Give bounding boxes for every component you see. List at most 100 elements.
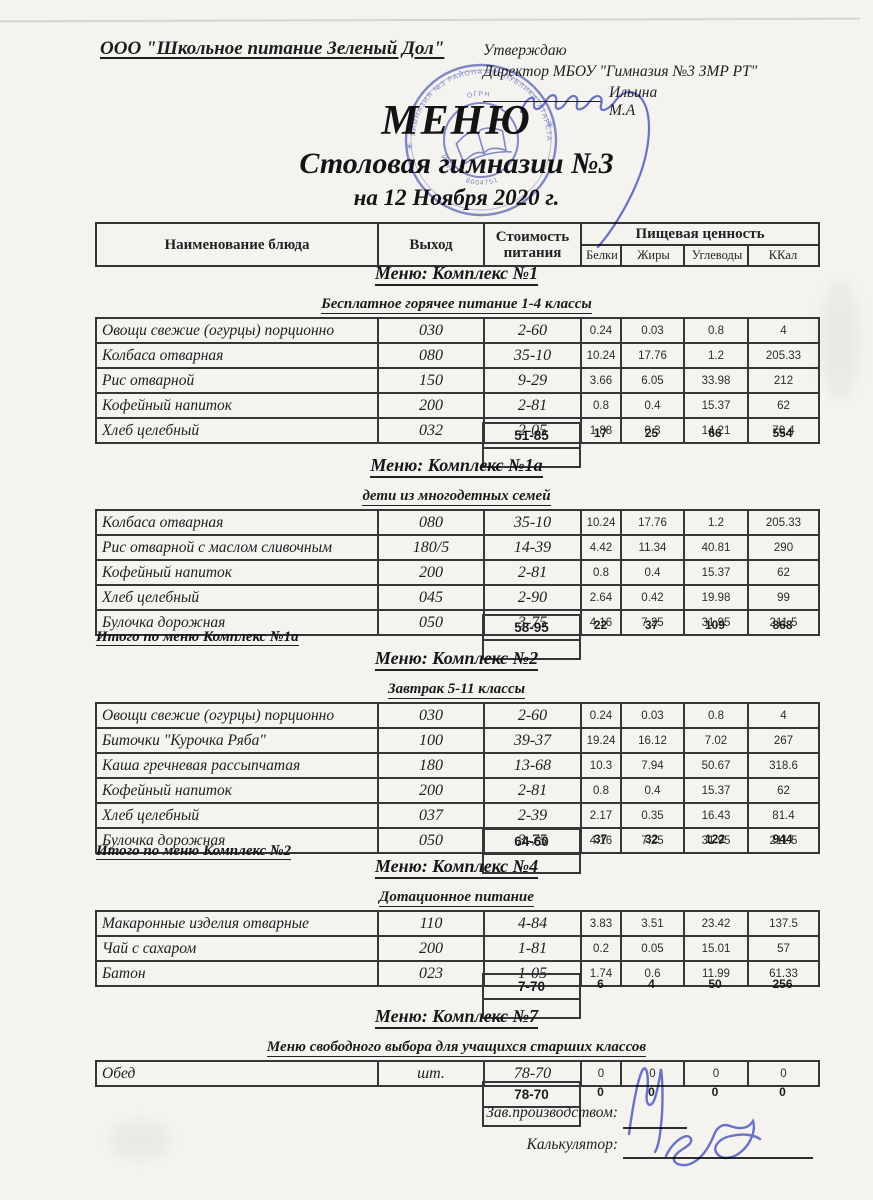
col-cost-header: Стоимость питания	[483, 222, 582, 267]
totals-row: Итого по меню Комплекс №2 64-60 37 32 122 944	[95, 828, 818, 860]
menu-table: Обед шт. 78-70 0 0 0 0	[95, 1060, 820, 1087]
totals-row: 78-70 0 0 0 0	[95, 1081, 818, 1108]
total-cost-empty-cell	[482, 447, 581, 468]
company-name: ООО "Школьное питание Зеленый Дол"	[100, 38, 445, 59]
dish-cost: 2-81	[483, 777, 582, 804]
value-protein: 0.8	[580, 392, 622, 419]
section-title: Меню: Комплекс №1	[95, 263, 818, 286]
total-kcal: 868	[772, 618, 793, 632]
value-protein: 1.74	[580, 960, 622, 987]
dish-cost: 9-29	[483, 367, 582, 394]
value-protein: 4.16	[580, 609, 622, 636]
protein-header: Белки	[580, 244, 622, 267]
menu-row: Чай с сахаром 200 1-81 0.2 0.05 15.01 57	[95, 935, 820, 962]
dish-output: 080	[377, 342, 485, 369]
section-title-text: Меню: Комплекс №1а	[370, 455, 543, 478]
value-carbs: 40.81	[683, 534, 749, 561]
value-kcal: 205.33	[747, 342, 820, 369]
value-fat: 0.03	[620, 702, 685, 729]
dish-cost: 4-84	[483, 910, 582, 937]
value-kcal: 4	[747, 702, 820, 729]
menu-row: Обед шт. 78-70 0 0 0 0	[95, 1060, 820, 1087]
dish-output: 030	[377, 702, 485, 729]
value-protein: 3.66	[580, 367, 622, 394]
value-kcal: 290	[747, 534, 820, 561]
section-subtitle: Бесплатное горячее питание 1-4 классы	[95, 296, 818, 314]
value-fat: 0.4	[620, 777, 685, 804]
value-kcal: 211.5	[747, 609, 820, 636]
total-protein: 37	[593, 832, 608, 846]
value-protein: 2.17	[580, 802, 622, 829]
value-kcal: 62	[747, 777, 820, 804]
footer-calculator-label: Калькулятор:	[526, 1136, 618, 1153]
dish-cost: 2-60	[483, 702, 582, 729]
value-carbs: 11.99	[683, 960, 749, 987]
value-protein: 2.64	[580, 584, 622, 611]
value-carbs: 15.37	[683, 392, 749, 419]
value-protein: 4.16	[580, 827, 622, 854]
total-protein: 0	[597, 1085, 604, 1099]
totals-spacer-row	[95, 639, 818, 660]
section-title: Меню: Комплекс №1а	[95, 455, 818, 478]
total-fat: 0	[648, 1085, 655, 1099]
dish-cost: 13-68	[483, 752, 582, 779]
section-subtitle: дети из многодетных семей	[95, 488, 818, 506]
dish-cost: 35-10	[483, 342, 582, 369]
total-protein: 17	[593, 426, 608, 440]
menu-row: Биточки "Курочка Ряба" 100 39-37 19.24 16.12…	[95, 727, 820, 754]
total-cost-empty-cell	[482, 639, 581, 660]
menu-table: Овощи свежие (огурцы) порционно 030 2-60 0.…	[95, 702, 820, 854]
spacer-cell	[747, 1107, 818, 1126]
value-kcal: 62	[747, 559, 820, 586]
value-kcal: 70.4	[747, 417, 820, 444]
totals-spacer-row	[95, 998, 818, 1019]
menu-totals: 51-85 17 25 66 554	[95, 422, 819, 468]
value-carbs: 7.02	[683, 727, 749, 754]
menu-table: Макаронные изделия отварные 110 4-84 3.83 3.…	[95, 910, 820, 987]
dish-output: 110	[377, 910, 485, 937]
value-protein: 0.8	[580, 777, 622, 804]
section-title-text: Меню: Комплекс №1	[374, 263, 539, 286]
itogo-label: Итого по меню Комплекс №2	[95, 829, 483, 873]
dish-output: 200	[377, 777, 485, 804]
total-fat: 32	[644, 832, 659, 846]
dish-output: 150	[377, 367, 485, 394]
dish-cost: 35-10	[483, 509, 582, 536]
totals-spacer-row	[95, 853, 818, 874]
dish-name: Каша гречневая рассыпчатая	[95, 752, 379, 779]
total-protein: 22	[593, 618, 608, 632]
total-kcal: 0	[779, 1085, 786, 1099]
section-subtitle-text: Меню свободного выбора для учащихся стар…	[266, 1039, 647, 1057]
dish-output: шт.	[377, 1060, 485, 1087]
total-fat: 37	[644, 618, 659, 632]
section-subtitle-text: Дотационное питание	[379, 889, 534, 907]
total-cost: 64-60	[482, 828, 581, 855]
total-cost: 51-85	[482, 422, 581, 449]
value-carbs: 15.37	[683, 559, 749, 586]
total-cost: 58-95	[482, 614, 581, 641]
value-carbs: 15.01	[683, 935, 749, 962]
section-title-text: Меню: Комплекс №2	[374, 648, 539, 671]
dish-output: 080	[377, 509, 485, 536]
dish-cost: 14-39	[483, 534, 582, 561]
menu-row: Хлеб целебный 037 2-39 2.17 0.35 16.43 81.4	[95, 802, 820, 829]
page-subtitle: Столовая гимназии №3	[299, 147, 614, 180]
menu-row: Рис отварной с маслом сливочным 180/5 14-3…	[95, 534, 820, 561]
total-cost-empty-cell	[482, 853, 581, 874]
value-carbs: 16.43	[683, 802, 749, 829]
footer-calculator-signature-line	[623, 1140, 813, 1159]
total-carbs: 50	[708, 977, 722, 991]
dish-cost: 2-81	[483, 559, 582, 586]
fat-header: Жиры	[620, 244, 685, 267]
value-protein: 10.3	[580, 752, 622, 779]
value-kcal: 62	[747, 392, 820, 419]
dish-cost: 2-81	[483, 392, 582, 419]
dish-name: Батон	[95, 960, 379, 987]
dish-name: Булочка дорожная	[95, 827, 379, 854]
dish-output: 032	[377, 417, 485, 444]
approval-line-1: Утверждаю	[483, 42, 567, 59]
dish-cost: 2-90	[483, 584, 582, 611]
page-date: на 12 Ноября 2020 г.	[353, 185, 560, 210]
nutrition-header: Пищевая ценность	[579, 222, 821, 246]
value-carbs: 14.21	[683, 417, 749, 444]
